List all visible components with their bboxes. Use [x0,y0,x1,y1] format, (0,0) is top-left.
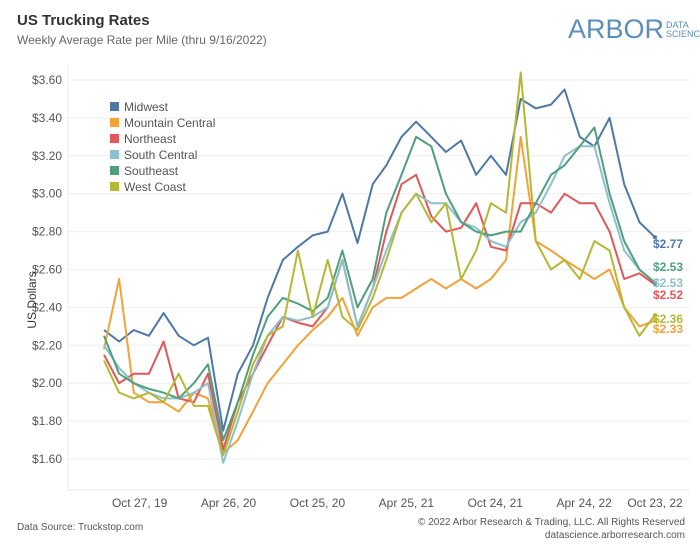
series-lines [103,71,657,464]
end-value-label: $2.36 [653,312,683,326]
end-value-label: $2.53 [653,260,683,274]
end-point [653,318,657,323]
legend-swatch [110,166,119,175]
end-point [653,235,657,240]
copyright-block: © 2022 Arbor Research & Trading, LLC. Al… [418,516,685,542]
legend-swatch [110,182,119,191]
logo-small-text: DATA SCIENCE [666,19,700,39]
end-labels: $2.77$2.33$2.52$2.53$2.53$2.36 [653,237,683,336]
y-axis-ticks: $1.60 $1.80 $2.00 $2.20 $2.40 $2.60 $2.80 $3.00… [32,73,62,466]
y-tick-label: $2.20 [32,338,62,352]
chart-subtitle: Weekly Average Rate per Mile (thru 9/16/… [17,33,267,47]
legend-label: Northeast [124,132,177,146]
y-tick-label: $2.40 [32,300,62,314]
x-tick-label: Apr 24, 22 [556,496,612,510]
end-value-label: $2.52 [653,288,683,302]
legend-swatch [110,150,119,159]
legend-label: South Central [124,148,197,162]
end-point [653,312,657,317]
legend-swatch [110,102,119,111]
x-axis-ticks: Oct 27, 19 Apr 26, 20 Oct 25, 20 Apr 25, 21… [112,496,683,510]
y-tick-label: $3.40 [32,111,62,125]
y-tick-label: $1.60 [32,452,62,466]
end-value-label: $2.33 [653,322,683,336]
x-tick-label: Apr 26, 20 [201,496,257,510]
data-source: Data Source: Truckstop.com [17,522,144,533]
series-line-south-central [103,145,656,464]
end-value-label: $2.77 [653,237,683,251]
legend-label: Southeast [124,164,179,178]
website: datascience.arborresearch.com [544,530,685,541]
x-tick-label: Oct 27, 19 [112,496,168,510]
y-tick-label: $2.60 [32,263,62,277]
series-line-mountain-central [103,135,656,455]
y-tick-label: $2.80 [32,225,62,239]
y-tick-label: $3.20 [32,149,62,163]
logo-text: ARBOR [568,14,665,44]
end-value-label: $2.53 [653,276,683,290]
copyright: © 2022 Arbor Research & Trading, LLC. Al… [418,517,685,528]
legend-swatch [110,118,119,127]
legend-label: Midwest [124,100,169,114]
series-line-southeast [103,126,656,442]
end-point [653,280,657,285]
arbor-logo: ARBOR DATA SCIENCE [568,14,700,45]
legend: Midwest Mountain Central Northeast South Ce… [110,100,215,194]
y-tick-label: $2.00 [32,376,62,390]
series-line-northeast [103,173,656,451]
x-tick-label: Oct 25, 20 [290,496,346,510]
y-tick-label: $1.80 [32,414,62,428]
y-axis-label: US Dollars [25,271,39,328]
x-tick-label: Apr 25, 21 [379,496,435,510]
legend-label: West Coast [124,180,186,194]
x-tick-label: Oct 23, 22 [627,496,683,510]
legend-swatch [110,134,119,143]
series-line-midwest [103,88,656,432]
x-tick-label: Oct 24, 21 [468,496,524,510]
chart-title: US Trucking Rates [17,12,150,29]
legend-label: Mountain Central [124,116,215,130]
y-tick-label: $3.00 [32,187,62,201]
y-tick-label: $3.60 [32,73,62,87]
series-line-west-coast [103,71,656,457]
